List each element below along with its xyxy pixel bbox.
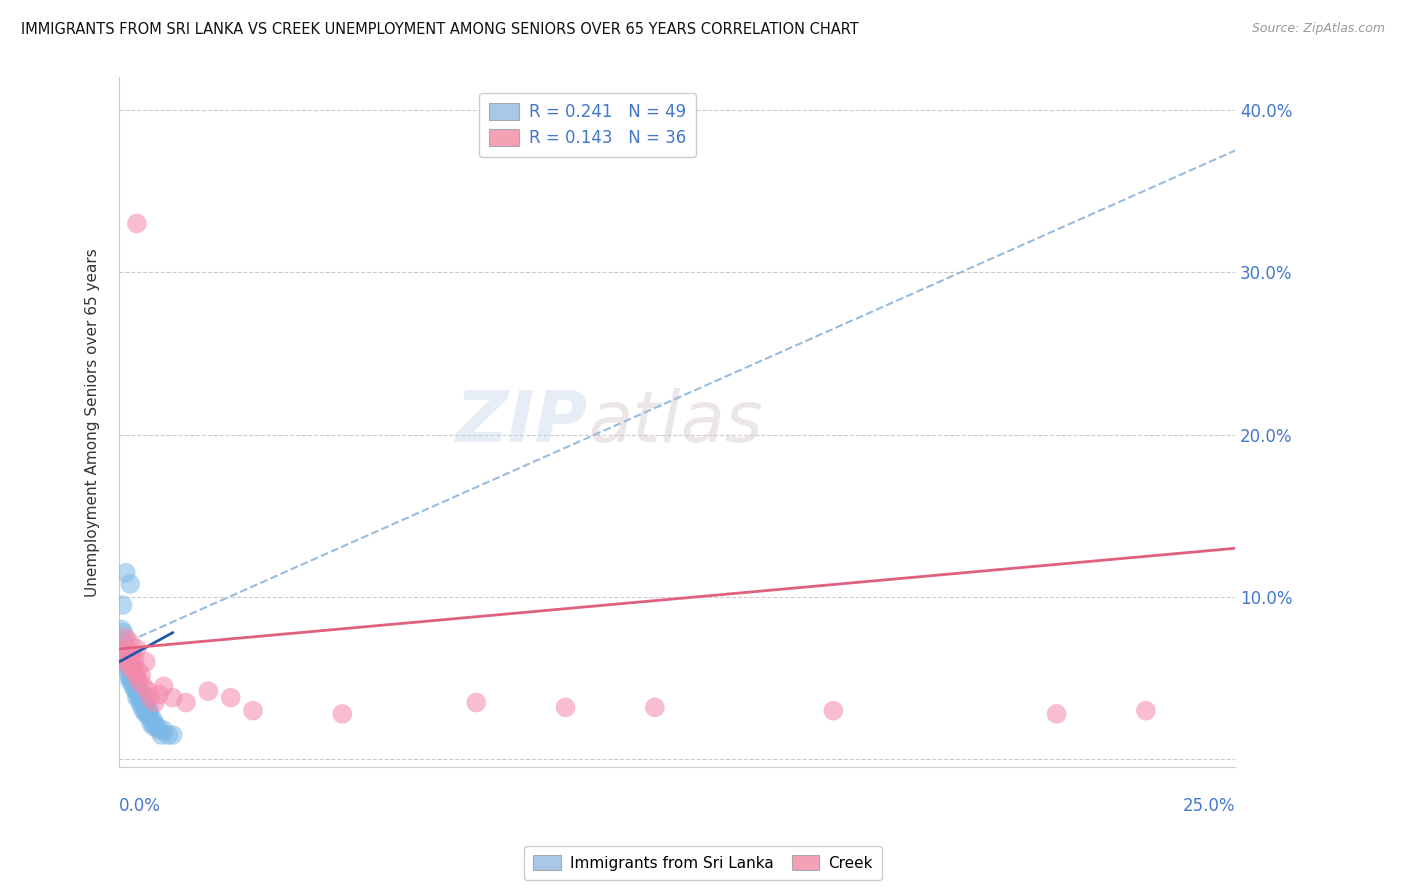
Point (644, 700, 666, 714)
Point (115, 642, 138, 657)
Point (139, 690, 162, 705)
Point (142, 720, 165, 734)
Point (219, 690, 242, 705)
Point (125, 684, 148, 698)
Point (129, 696, 152, 710)
Point (125, 668, 148, 682)
Point (131, 687, 153, 701)
Point (112, 651, 135, 665)
Text: 25.0%: 25.0% (1182, 797, 1236, 814)
Point (117, 651, 139, 665)
Point (125, 217, 148, 231)
Point (141, 712, 163, 726)
Point (122, 679, 145, 693)
Point (174, 696, 197, 710)
Point (118, 668, 141, 682)
Point (132, 704, 155, 718)
Point (120, 674, 142, 689)
Point (132, 690, 155, 705)
Point (141, 716, 163, 731)
Text: Source: ZipAtlas.com: Source: ZipAtlas.com (1251, 22, 1385, 36)
Legend: R = 0.241   N = 49, R = 0.143   N = 36: R = 0.241 N = 49, R = 0.143 N = 36 (479, 93, 696, 157)
Point (152, 679, 174, 693)
Point (152, 723, 174, 738)
Point (148, 687, 170, 701)
Point (242, 704, 264, 718)
Point (135, 706, 157, 721)
Point (114, 631, 136, 645)
Point (124, 682, 146, 697)
Point (110, 647, 132, 661)
Y-axis label: Unemployment Among Seniors over 65 years: Unemployment Among Seniors over 65 years (86, 248, 100, 597)
Point (146, 720, 169, 734)
Point (125, 674, 148, 689)
Point (128, 690, 150, 705)
Point (112, 642, 135, 657)
Point (110, 623, 132, 637)
Point (554, 700, 576, 714)
Point (134, 696, 156, 710)
Point (112, 625, 135, 640)
Point (143, 716, 166, 731)
Point (124, 671, 146, 685)
Point (162, 728, 184, 742)
Text: IMMIGRANTS FROM SRI LANKA VS CREEK UNEMPLOYMENT AMONG SENIORS OVER 65 YEARS CORR: IMMIGRANTS FROM SRI LANKA VS CREEK UNEMP… (21, 22, 859, 37)
Legend: Immigrants from Sri Lanka, Creek: Immigrants from Sri Lanka, Creek (524, 846, 882, 880)
Point (150, 728, 173, 742)
Point (135, 704, 157, 718)
Point (148, 723, 170, 738)
Point (120, 577, 142, 591)
Point (120, 671, 142, 685)
Point (111, 598, 134, 612)
Point (124, 651, 146, 665)
Text: ZIP: ZIP (456, 388, 588, 457)
Point (121, 668, 143, 682)
Text: atlas: atlas (588, 388, 762, 457)
Point (128, 674, 150, 689)
Point (121, 663, 143, 677)
Point (143, 696, 166, 710)
Point (115, 658, 138, 673)
Point (823, 704, 845, 718)
Point (112, 635, 135, 649)
Point (131, 668, 153, 682)
Point (1135, 704, 1157, 718)
Point (125, 690, 148, 705)
Point (157, 728, 180, 742)
Text: 0.0%: 0.0% (120, 797, 160, 814)
Point (131, 698, 153, 713)
Point (330, 706, 353, 721)
Point (120, 635, 142, 649)
Point (121, 663, 143, 677)
Point (121, 674, 143, 689)
Point (117, 663, 139, 677)
Point (114, 647, 136, 661)
Point (127, 663, 149, 677)
Point (118, 658, 141, 673)
Point (117, 655, 139, 669)
Point (138, 704, 160, 718)
Point (127, 687, 149, 701)
Point (125, 642, 148, 657)
Point (114, 655, 136, 669)
Point (139, 712, 162, 726)
Point (132, 679, 155, 693)
Point (162, 690, 184, 705)
Point (1046, 706, 1069, 721)
Point (465, 696, 488, 710)
Point (135, 655, 157, 669)
Point (197, 684, 219, 698)
Point (128, 684, 150, 698)
Point (136, 684, 159, 698)
Point (136, 706, 159, 721)
Point (121, 647, 143, 661)
Point (122, 658, 145, 673)
Point (114, 566, 136, 580)
Point (135, 700, 157, 714)
